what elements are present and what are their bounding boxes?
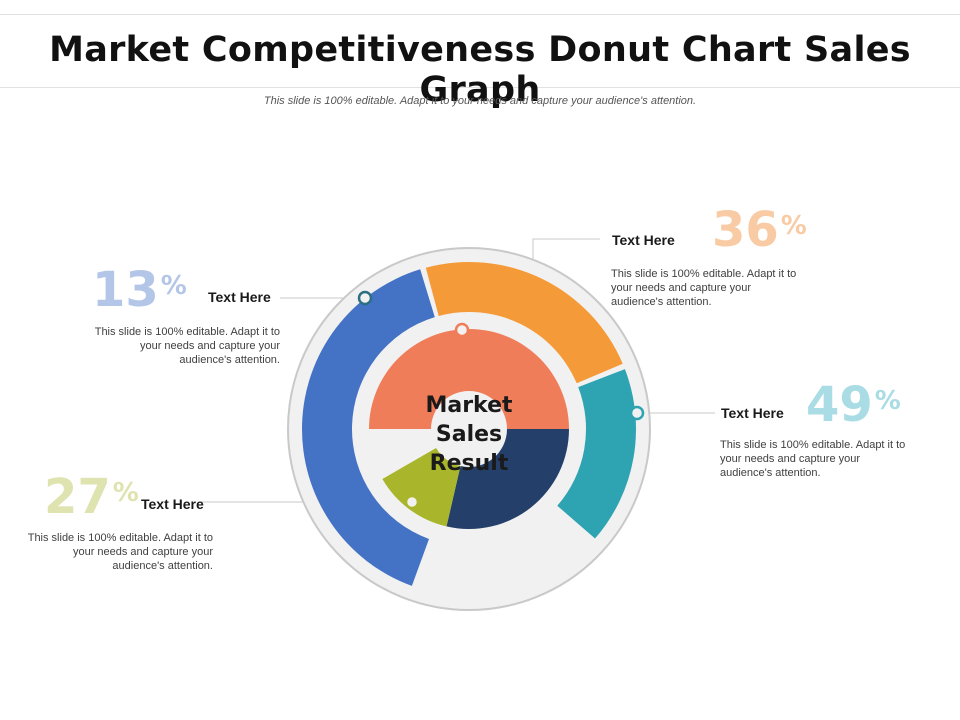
percentage-callout-13: 13%: [92, 266, 187, 314]
percentage-value: 27: [44, 469, 111, 525]
center-label-line-3: Result: [430, 451, 509, 476]
page-title: Market Competitiveness Donut Chart Sales…: [49, 30, 911, 110]
callout-text-3: This slide is 100% editable. Adapt it to…: [720, 439, 906, 479]
percentage-value: 36: [712, 202, 779, 258]
connector-dots: [357, 290, 645, 510]
connector-dot-3: [629, 405, 645, 421]
outer-ring-segment-1: [302, 269, 435, 586]
page-subtitle: This slide is 100% editable. Adapt it to…: [263, 95, 697, 107]
outer-ring-segment-2: [425, 262, 623, 384]
percentage-unit: %: [874, 386, 901, 416]
callout-heading-2: Text Here: [612, 232, 675, 248]
percentage-value: 49: [806, 377, 873, 433]
callout-text-2: This slide is 100% editable. Adapt it to…: [611, 268, 797, 308]
center-label-line-1: Market: [425, 393, 513, 418]
inner-ring-segment-1: [369, 329, 569, 429]
donut-rings: [302, 262, 637, 586]
callout-text-1: This slide is 100% editable. Adapt it to…: [94, 326, 280, 366]
percentage-unit: %: [780, 211, 807, 241]
inner-ring-segment-3: [382, 448, 461, 527]
percentage-callout-36: 36%: [712, 206, 807, 254]
percentage-callout-27: 27%: [44, 473, 139, 521]
inner-ring-segment-2: [446, 429, 569, 529]
percentage-unit: %: [160, 271, 187, 301]
callout-heading-1: Text Here: [208, 289, 271, 305]
connector-dot-4: [404, 494, 420, 510]
callout-text-4: This slide is 100% editable. Adapt it to…: [27, 532, 213, 572]
percentage-value: 13: [92, 262, 159, 318]
connector-dot-2: [454, 322, 470, 338]
outer-ring-segment-3: [557, 369, 637, 539]
percentage-unit: %: [112, 478, 139, 508]
callout-heading-3: Text Here: [721, 405, 784, 421]
percentage-callout-49: 49%: [806, 381, 901, 429]
center-label-line-2: Sales: [436, 422, 502, 447]
callout-heading-4: Text Here: [141, 496, 204, 512]
connector-dot-1: [357, 290, 373, 306]
title-band: [0, 14, 960, 88]
